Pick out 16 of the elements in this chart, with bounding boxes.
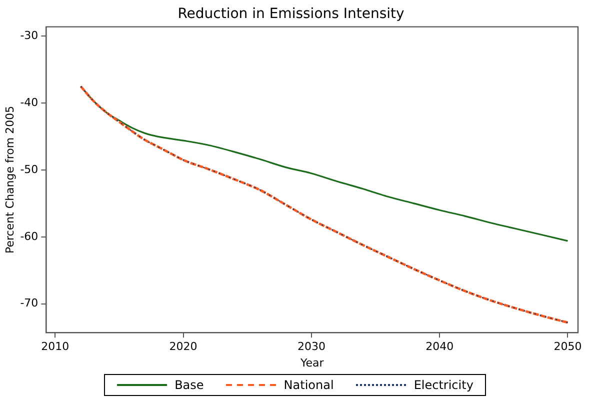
x-tick-label: 2020 <box>169 340 198 354</box>
legend-label: National <box>284 378 334 392</box>
y-tick-label: -30 <box>20 29 38 42</box>
y-tick-label: -70 <box>20 296 38 310</box>
x-axis-title: Year <box>299 356 324 370</box>
x-tick-label: 2010 <box>41 340 70 354</box>
x-tick-label: 2050 <box>554 340 582 354</box>
legend-label: Base <box>174 378 204 392</box>
y-tick-label: -60 <box>20 230 38 243</box>
chart-title: Reduction in Emissions Intensity <box>178 6 404 22</box>
y-tick-label: -40 <box>20 96 38 109</box>
legend-label: Electricity <box>414 378 474 392</box>
x-tick-label: 2030 <box>297 340 326 354</box>
y-tick-label: -50 <box>20 162 38 176</box>
y-axis-title: Percent Change from 2005 <box>3 106 16 254</box>
x-tick-label: 2040 <box>426 340 454 354</box>
